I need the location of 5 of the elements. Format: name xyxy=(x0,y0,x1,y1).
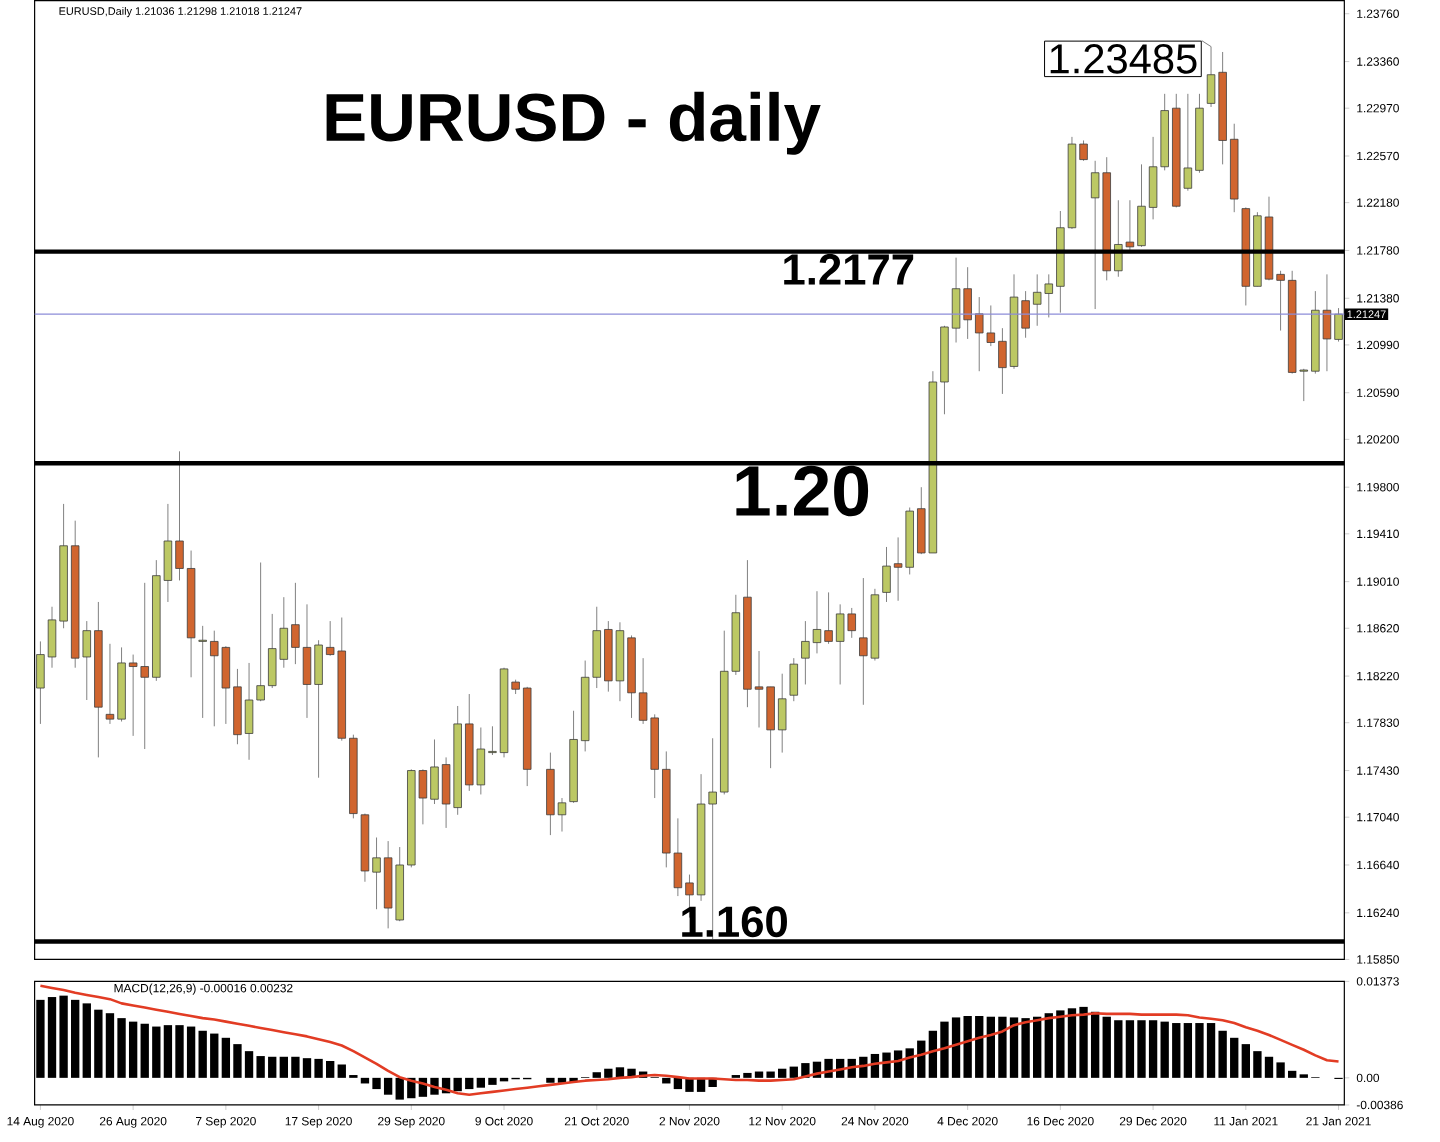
ref-line-label: 1.20 xyxy=(736,465,869,516)
text: EURUSD - daily xyxy=(326,91,821,155)
ref-line-label: 1.2177 xyxy=(784,253,914,285)
ref-line-label: 1.160 xyxy=(682,905,787,937)
annotation: 1.23485 xyxy=(1050,43,1197,74)
